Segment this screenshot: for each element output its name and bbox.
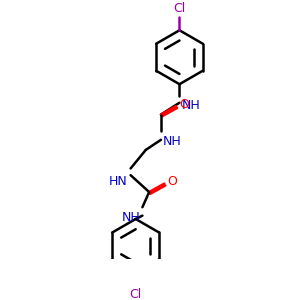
Text: NH: NH [122,211,141,224]
Text: Cl: Cl [173,2,186,15]
Text: NH: NH [163,135,182,148]
Text: HN: HN [109,175,127,188]
Text: NH: NH [182,98,201,112]
Text: O: O [179,98,189,111]
Text: O: O [168,176,178,188]
Text: Cl: Cl [130,288,142,300]
